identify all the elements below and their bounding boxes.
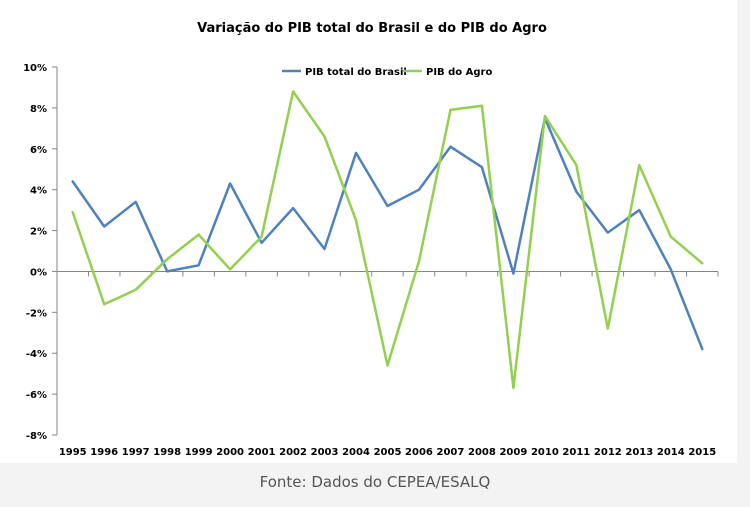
x-tick-label: 1998 <box>153 447 181 458</box>
x-tick-label: 1999 <box>185 447 213 458</box>
legend-label-2: PIB do Agro <box>426 67 492 78</box>
y-tick-label: -8% <box>26 431 47 442</box>
x-tick-label: 2015 <box>688 447 716 458</box>
series-line-2 <box>71 90 704 390</box>
x-tick-label: 2008 <box>468 447 496 458</box>
series-lines <box>71 90 704 390</box>
legend: PIB total do Brasil PIB do Agro <box>282 67 492 78</box>
x-tick-label: 2009 <box>499 447 527 458</box>
y-tick-label: 8% <box>30 104 47 115</box>
axes <box>52 66 719 436</box>
source-caption: Fonte: Dados do CEPEA/ESALQ <box>259 473 491 491</box>
series-line-1 <box>71 116 704 351</box>
x-tick-label: 1995 <box>59 447 87 458</box>
x-tick-label: 2005 <box>374 447 402 458</box>
x-tick-label: 2003 <box>311 447 339 458</box>
x-tick-label: 2007 <box>437 447 465 458</box>
x-tick-label: 2004 <box>342 447 370 458</box>
x-tick-label: 2011 <box>562 447 590 458</box>
y-tick-label: 6% <box>30 145 47 156</box>
x-tick-label: 2006 <box>405 447 433 458</box>
x-tick-label: 2014 <box>657 447 685 458</box>
y-tick-label: 4% <box>30 186 47 197</box>
x-tick-label: 2013 <box>625 447 653 458</box>
chart-frame: Variação do PIB total do Brasil e do PIB… <box>0 0 737 463</box>
x-tick-label: 2010 <box>531 447 559 458</box>
y-tick-label: -4% <box>26 349 47 360</box>
chart-title: Variação do PIB total do Brasil e do PIB… <box>197 21 547 36</box>
x-tick-label: 1996 <box>90 447 118 458</box>
y-tick-label: 10% <box>23 63 47 74</box>
x-tick-label: 2002 <box>279 447 307 458</box>
y-tick-label: 0% <box>30 267 47 278</box>
x-axis-tick-labels: 1995 1996 1997 1998 1999 2000 2001 2002 2003 2004… <box>59 447 716 458</box>
y-tick-label: -6% <box>26 390 47 401</box>
y-tick-label: -2% <box>26 308 47 319</box>
y-tick-label: 2% <box>30 227 47 238</box>
x-tick-label: 1997 <box>122 447 150 458</box>
line-chart: Variação do PIB total do Brasil e do PIB… <box>23 21 719 458</box>
y-axis-tick-labels: -8% -6% -4% -2% 0% 2% 4% 6% 8% 10% <box>23 63 47 442</box>
legend-label-1: PIB total do Brasil <box>305 67 407 78</box>
x-tick-label: 2012 <box>594 447 622 458</box>
x-tick-label: 2001 <box>248 447 276 458</box>
x-tick-label: 2000 <box>216 447 244 458</box>
